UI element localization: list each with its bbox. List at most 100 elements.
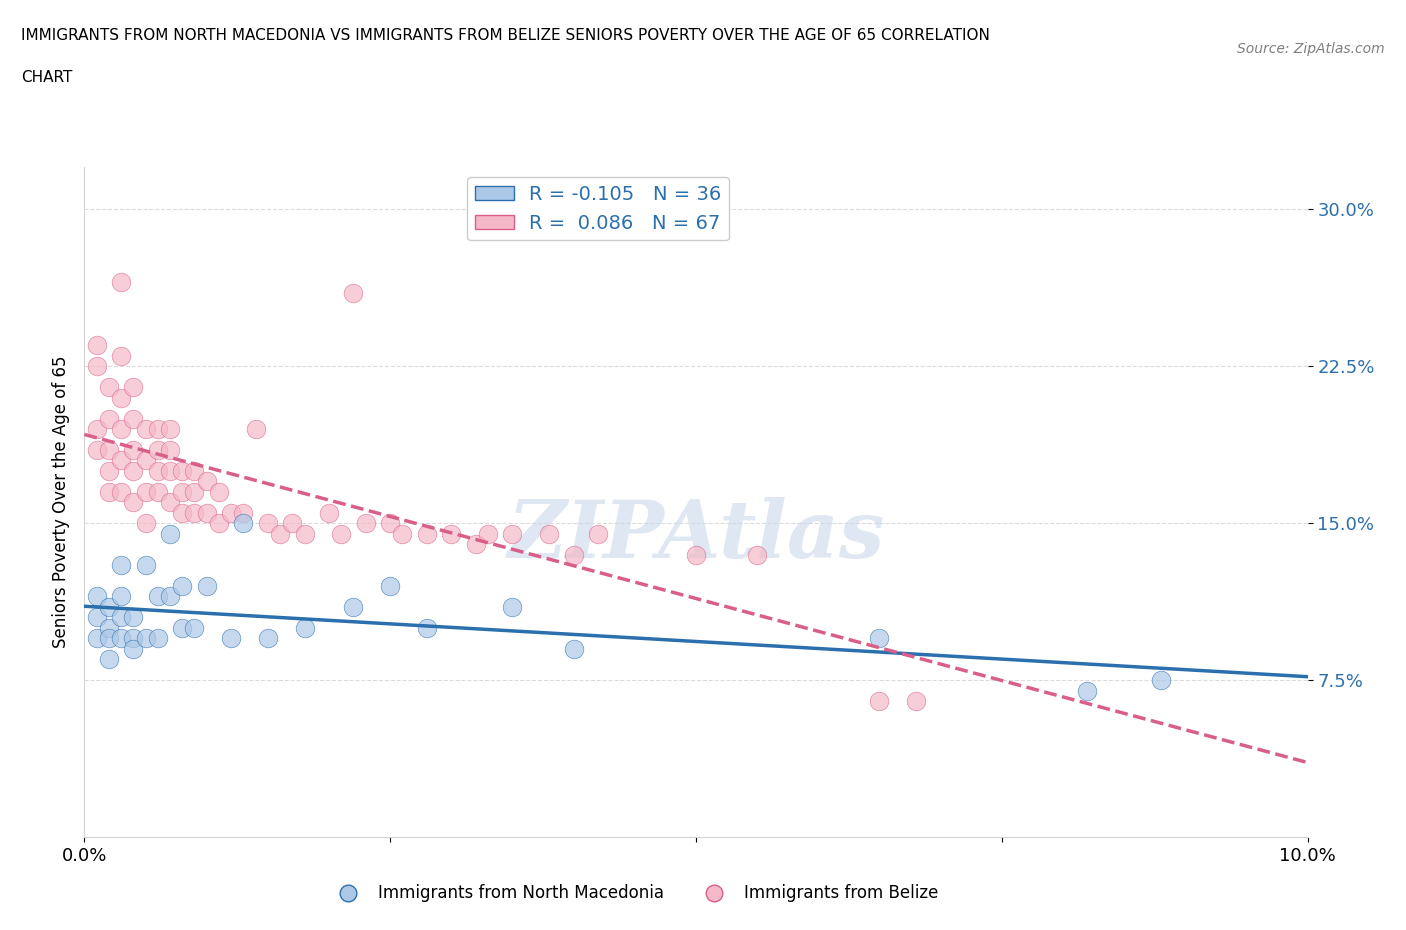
Point [685, 547, 707, 562]
Point [86, 359, 108, 374]
Point [146, 485, 169, 499]
Point [464, 537, 486, 551]
Point [135, 631, 157, 645]
Point [330, 526, 353, 541]
Point [97, 443, 120, 458]
Point [122, 642, 145, 657]
Point [122, 379, 145, 394]
Point [146, 443, 169, 458]
Point [122, 443, 145, 458]
Point [135, 453, 157, 468]
Point [1076, 683, 1098, 698]
Point [159, 589, 181, 604]
Point [502, 600, 524, 615]
Point [159, 495, 181, 510]
Point [747, 547, 769, 562]
Point [281, 516, 304, 531]
Point [869, 631, 891, 645]
Point [110, 631, 132, 645]
Point [122, 495, 145, 510]
Point [219, 505, 242, 520]
Point [905, 694, 928, 709]
Point [586, 526, 609, 541]
Y-axis label: Seniors Poverty Over the Age of 65: Seniors Poverty Over the Age of 65 [52, 356, 70, 648]
Point [97, 379, 120, 394]
Point [159, 463, 181, 478]
Point [195, 578, 218, 593]
Point [97, 411, 120, 426]
Point [159, 443, 181, 458]
Point [380, 578, 402, 593]
Point [86, 631, 108, 645]
Point [294, 620, 316, 635]
Point [122, 631, 145, 645]
Point [416, 620, 439, 635]
Point [146, 631, 169, 645]
Point [172, 463, 194, 478]
Point [122, 463, 145, 478]
Point [146, 589, 169, 604]
Point [135, 516, 157, 531]
Point [391, 526, 413, 541]
Point [86, 589, 108, 604]
Point [208, 516, 231, 531]
Text: ZIPAtlas: ZIPAtlas [508, 497, 884, 575]
Point [110, 391, 132, 405]
Point [110, 589, 132, 604]
Point [86, 338, 108, 352]
Point [195, 505, 218, 520]
Point [86, 421, 108, 436]
Point [440, 526, 463, 541]
Point [97, 485, 120, 499]
Point [538, 526, 561, 541]
Point [86, 443, 108, 458]
Point [294, 526, 316, 541]
Point [97, 652, 120, 667]
Point [97, 631, 120, 645]
Point [172, 578, 194, 593]
Point [208, 485, 231, 499]
Point [146, 463, 169, 478]
Point [110, 485, 132, 499]
Point [869, 694, 891, 709]
Point [110, 610, 132, 625]
Point [172, 485, 194, 499]
Point [257, 631, 280, 645]
Point [245, 421, 267, 436]
Point [562, 547, 585, 562]
Point [477, 526, 499, 541]
Text: CHART: CHART [21, 70, 73, 85]
Point [97, 620, 120, 635]
Point [110, 453, 132, 468]
Point [562, 642, 585, 657]
Point [135, 485, 157, 499]
Point [135, 558, 157, 573]
Point [122, 411, 145, 426]
Point [342, 600, 364, 615]
Point [183, 505, 205, 520]
Point [110, 349, 132, 364]
Point [110, 275, 132, 290]
Point [269, 526, 291, 541]
Point [257, 516, 280, 531]
Legend: Immigrants from North Macedonia, Immigrants from Belize: Immigrants from North Macedonia, Immigra… [325, 878, 945, 909]
Point [97, 463, 120, 478]
Point [195, 474, 218, 489]
Point [183, 463, 205, 478]
Point [502, 526, 524, 541]
Point [159, 526, 181, 541]
Point [380, 516, 402, 531]
Point [110, 558, 132, 573]
Point [416, 526, 439, 541]
Point [318, 505, 340, 520]
Point [172, 620, 194, 635]
Text: IMMIGRANTS FROM NORTH MACEDONIA VS IMMIGRANTS FROM BELIZE SENIORS POVERTY OVER T: IMMIGRANTS FROM NORTH MACEDONIA VS IMMIG… [21, 28, 990, 43]
Point [1150, 672, 1173, 687]
Point [342, 286, 364, 300]
Point [219, 631, 242, 645]
Point [183, 620, 205, 635]
Point [97, 600, 120, 615]
Point [159, 421, 181, 436]
Point [183, 485, 205, 499]
Point [354, 516, 377, 531]
